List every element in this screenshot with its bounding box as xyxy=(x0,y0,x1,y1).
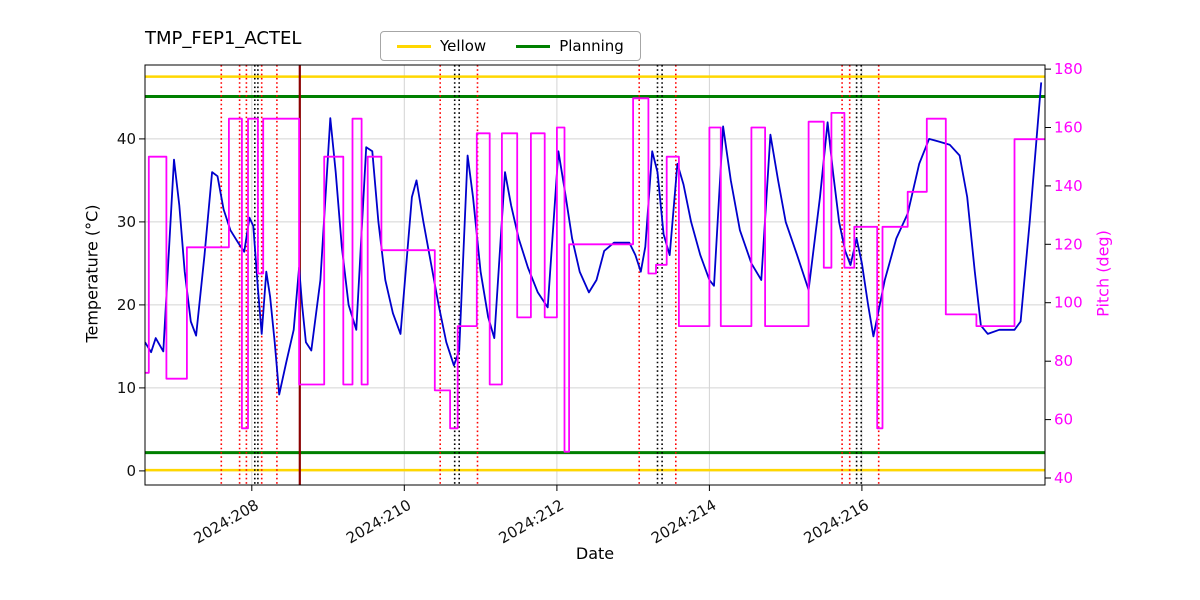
y-tick-label: 10 xyxy=(117,379,136,397)
x-tick-label: 2024:208 xyxy=(191,496,262,548)
legend-item-planning: Planning xyxy=(516,37,624,55)
y-axis-right: 40 60 80 100 120 140 160 180 xyxy=(1045,60,1083,487)
x-axis: 2024:208 2024:210 2024:212 2024:214 2024:216 xyxy=(191,485,872,547)
x-tick-label: 2024:212 xyxy=(496,496,567,548)
y-axis-left: 0 10 20 30 40 xyxy=(117,130,145,480)
temperature-series-line xyxy=(145,82,1043,396)
y-tick-label: 20 xyxy=(117,296,136,314)
y-axis-title-left: Temperature (°C) xyxy=(82,204,102,343)
legend-item-yellow: Yellow xyxy=(397,37,486,55)
x-tick-label: 2024:214 xyxy=(648,496,719,548)
y2-tick-label: 120 xyxy=(1054,235,1083,253)
legend: Yellow Planning xyxy=(380,31,641,61)
y2-tick-label: 40 xyxy=(1054,469,1073,487)
y2-tick-label: 60 xyxy=(1054,411,1073,429)
grid xyxy=(145,65,1045,485)
legend-label-planning: Planning xyxy=(559,37,624,55)
y2-tick-label: 180 xyxy=(1054,60,1083,78)
yellow-line-swatch xyxy=(397,44,431,48)
y2-tick-label: 140 xyxy=(1054,177,1083,195)
plot-border xyxy=(144,64,1046,486)
y2-tick-label: 80 xyxy=(1054,352,1073,370)
y2-tick-label: 100 xyxy=(1054,294,1083,312)
y-axis-title-right: Pitch (deg) xyxy=(1093,230,1113,317)
y-tick-label: 30 xyxy=(117,213,136,231)
y2-tick-label: 160 xyxy=(1054,119,1083,137)
y-tick-label: 40 xyxy=(117,130,136,148)
pitch-series-line xyxy=(145,97,1045,453)
planning-line-swatch xyxy=(516,44,551,48)
chart-title: TMP_FEP1_ACTEL xyxy=(145,28,302,49)
legend-label-yellow: Yellow xyxy=(440,37,487,55)
y-tick-label: 0 xyxy=(126,462,136,480)
x-axis-title: Date xyxy=(575,544,615,563)
x-tick-label: 2024:210 xyxy=(343,496,414,548)
x-tick-label: 2024:216 xyxy=(801,496,872,548)
